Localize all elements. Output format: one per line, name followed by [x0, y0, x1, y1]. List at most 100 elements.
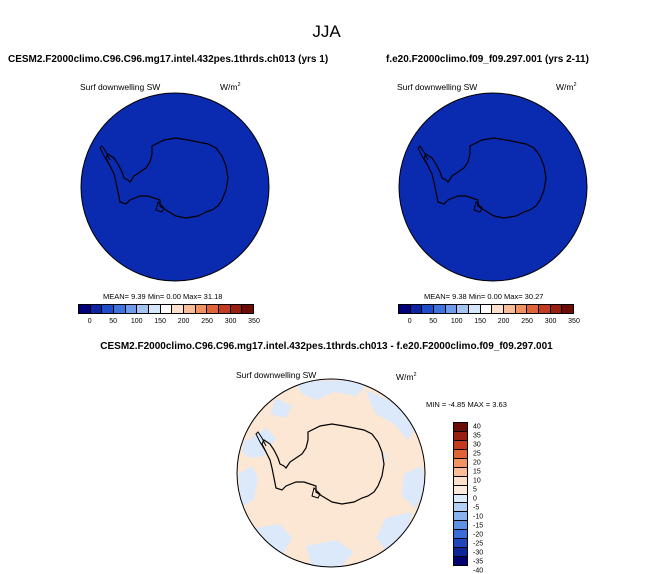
control-stats: MEAN= 9.38 Min= 0.00 Max= 30.27 — [424, 292, 544, 301]
colorbar-swatch — [102, 305, 115, 313]
colorbar-swatch — [160, 305, 173, 313]
colorbar-tick-label: 200 — [497, 318, 510, 325]
control-variable-label: Surf downwelling SW — [397, 82, 478, 92]
colorbar-tick-label: 100 — [450, 318, 463, 325]
antarctica-coastline — [423, 137, 547, 219]
colorbar-tick-label: 35 — [473, 432, 481, 439]
diff-title: CESM2.F2000climo.C96.C96.mg17.intel.432p… — [100, 341, 553, 352]
colorbar-tick-label: 25 — [473, 450, 481, 457]
test-variable-label: Surf downwelling SW — [80, 82, 161, 92]
colorbar-swatch — [242, 305, 254, 313]
test-colorbar-ticks: 0 50 100 150 200 250 300 350 — [78, 318, 260, 328]
negative-anomaly-region — [306, 540, 354, 567]
colorbar-swatch — [434, 305, 446, 313]
colorbar-swatch — [149, 305, 161, 313]
ice-shelf — [473, 201, 483, 213]
control-polar-map — [398, 92, 588, 282]
colorbar-swatch — [410, 305, 423, 313]
diff-colorbar-ticks: 40 35 30 25 20 15 10 5 0 -5 -10 -15 -20 -25 -30 -35 -40 — [473, 422, 493, 574]
colorbar-swatch — [454, 557, 467, 565]
colorbar-swatch — [125, 305, 138, 313]
colorbar-swatch — [230, 305, 243, 313]
colorbar-tick-label: 250 — [201, 318, 213, 325]
colorbar-swatch — [457, 305, 470, 313]
colorbar-tick-label: -40 — [473, 567, 484, 574]
colorbar-tick-label: 150 — [154, 318, 166, 325]
antarctic-peninsula — [99, 145, 111, 167]
antarctic-peninsula — [417, 145, 429, 167]
test-colorbar — [78, 304, 254, 314]
negative-anomaly-region — [376, 512, 412, 550]
colorbar-tick-label: 350 — [568, 318, 580, 325]
test-map-border — [80, 92, 270, 282]
antarctica-coastline — [261, 423, 385, 505]
test-stats: MEAN= 9.39 Min= 0.00 Max= 31.18 — [103, 292, 223, 301]
colorbar-tick-label: 300 — [544, 318, 557, 325]
colorbar-swatch — [454, 458, 467, 468]
colorbar-tick-label: 20 — [473, 459, 481, 466]
colorbar-swatch — [445, 305, 458, 313]
season-title: JJA — [312, 22, 341, 41]
antarctic-peninsula — [255, 431, 267, 453]
test-units-label: W/m2 — [220, 82, 241, 92]
colorbar-swatch — [527, 305, 540, 313]
diff-stats: MIN = -4.85 MAX = 3.63 — [426, 400, 507, 409]
colorbar-tick-label: 150 — [474, 318, 486, 325]
colorbar-swatch — [454, 476, 467, 486]
colorbar-tick-label: -30 — [473, 549, 484, 556]
negative-anomaly-region — [402, 466, 425, 508]
colorbar-tick-label: 15 — [473, 468, 481, 475]
colorbar-tick-label: 0 — [407, 318, 412, 325]
colorbar-swatch — [219, 305, 231, 313]
colorbar-swatch — [454, 530, 467, 540]
antarctica-coastline — [105, 137, 229, 219]
colorbar-swatch — [90, 305, 103, 313]
colorbar-swatch — [469, 305, 481, 313]
control-map-border — [398, 92, 588, 282]
colorbar-swatch — [454, 512, 467, 522]
colorbar-swatch — [454, 449, 467, 459]
diff-colorbar — [453, 422, 468, 566]
colorbar-swatch — [539, 305, 551, 313]
colorbar-swatch — [207, 305, 220, 313]
control-units-label: W/m2 — [556, 82, 577, 92]
colorbar-tick-label: 50 — [429, 318, 438, 325]
colorbar-swatch — [172, 305, 185, 313]
negative-anomaly-region — [270, 398, 292, 418]
colorbar-tick-label: 0 — [473, 495, 477, 502]
control-map-field — [399, 93, 587, 281]
colorbar-swatch — [504, 305, 516, 313]
negative-anomaly-region — [238, 466, 258, 506]
negative-anomaly-region — [296, 380, 366, 400]
colorbar-swatch — [195, 305, 208, 313]
colorbar-tick-label: 5 — [473, 486, 477, 493]
colorbar-swatch — [454, 431, 467, 441]
control-case-title: f.e20.F2000climo.f09_f09.297.001 (yrs 2-… — [386, 54, 589, 65]
colorbar-tick-label: 10 — [473, 477, 481, 484]
colorbar-swatch — [114, 305, 126, 313]
control-colorbar — [398, 304, 574, 314]
colorbar-swatch — [454, 539, 467, 549]
colorbar-swatch — [550, 305, 563, 313]
ice-shelf — [155, 201, 165, 213]
colorbar-swatch — [399, 305, 411, 313]
colorbar-tick-label: 40 — [473, 423, 481, 430]
colorbar-swatch — [454, 485, 467, 495]
diff-polar-map — [236, 378, 426, 568]
colorbar-swatch — [137, 305, 150, 313]
colorbar-swatch — [422, 305, 435, 313]
colorbar-tick-label: -25 — [473, 540, 484, 547]
colorbar-swatch — [480, 305, 493, 313]
colorbar-tick-label: -10 — [473, 513, 484, 520]
colorbar-swatch — [562, 305, 574, 313]
negative-anomaly-region — [366, 390, 416, 440]
test-case-title: CESM2.F2000climo.C96.C96.mg17.intel.432p… — [8, 54, 329, 65]
colorbar-swatch — [454, 503, 467, 513]
diff-variable-label: Surf downwelling SW — [236, 370, 317, 380]
colorbar-tick-label: 0 — [87, 318, 92, 325]
test-map-field — [81, 93, 269, 281]
colorbar-swatch — [184, 305, 196, 313]
test-polar-map — [80, 92, 270, 282]
colorbar-swatch — [454, 440, 467, 450]
control-colorbar-ticks: 0 50 100 150 200 250 300 350 — [398, 318, 580, 328]
